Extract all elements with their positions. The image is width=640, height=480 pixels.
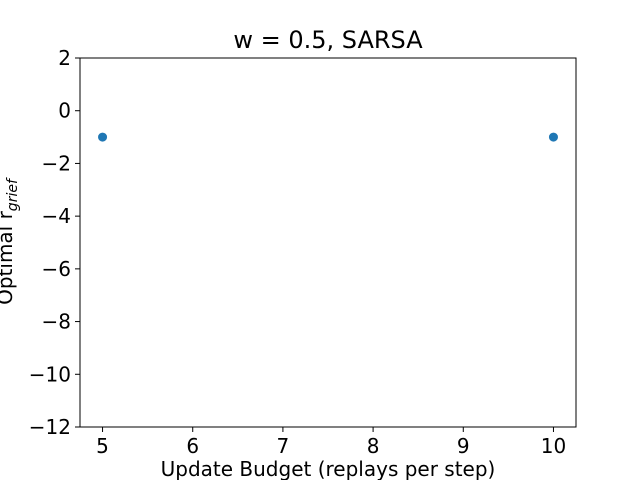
x-tick-label: 9	[457, 434, 470, 458]
x-tick-label: 10	[541, 434, 566, 458]
x-axis: 5 6 7 8 9 10	[96, 427, 566, 458]
x-axis-label: Update Budget (replays per step)	[161, 457, 496, 480]
y-tick-label: 0	[58, 99, 71, 123]
scatter-point	[98, 132, 108, 142]
y-axis-label-subscript: grief	[5, 177, 21, 211]
y-axis-label: Optimal rgrief	[0, 177, 21, 305]
y-tick-label: −10	[29, 362, 71, 386]
y-tick-label: −12	[29, 415, 71, 439]
y-tick-label: −8	[42, 310, 71, 334]
scatter-point	[548, 132, 558, 142]
y-tick-label: −6	[42, 257, 71, 281]
y-tick-label: 2	[58, 46, 71, 70]
chart-title: w = 0.5, SARSA	[233, 26, 423, 54]
y-axis-label-main: Optimal r	[0, 210, 17, 304]
data-points	[98, 132, 558, 142]
y-tick-label: −4	[42, 204, 71, 228]
x-tick-label: 7	[277, 434, 290, 458]
x-tick-label: 8	[367, 434, 380, 458]
plot-area	[79, 57, 577, 428]
y-tick-label: −2	[42, 151, 71, 175]
x-tick-label: 6	[186, 434, 199, 458]
x-tick-label: 5	[96, 434, 109, 458]
y-axis: 2 0 −2 −4 −6 −8 −10 −12	[29, 46, 80, 439]
